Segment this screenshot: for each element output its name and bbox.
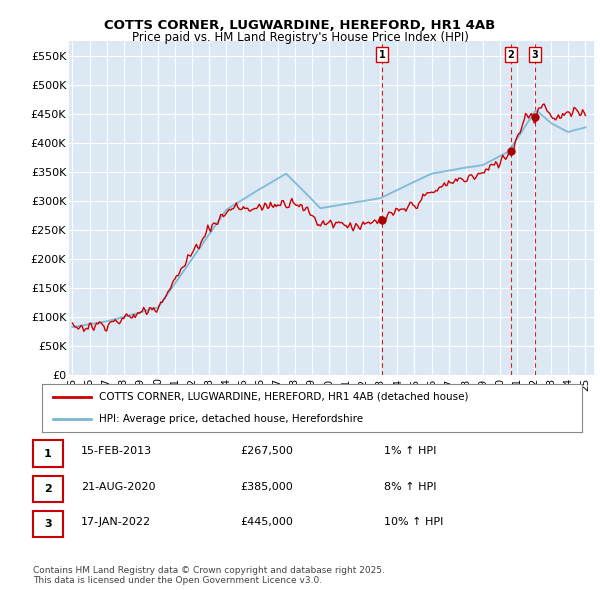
Text: 15-FEB-2013: 15-FEB-2013 <box>81 446 152 456</box>
Text: £445,000: £445,000 <box>240 517 293 527</box>
Text: 17-JAN-2022: 17-JAN-2022 <box>81 517 151 527</box>
Text: £385,000: £385,000 <box>240 481 293 491</box>
Text: 2: 2 <box>508 50 514 60</box>
Text: 1: 1 <box>44 448 52 458</box>
Text: COTTS CORNER, LUGWARDINE, HEREFORD, HR1 4AB: COTTS CORNER, LUGWARDINE, HEREFORD, HR1 … <box>104 19 496 32</box>
Text: Price paid vs. HM Land Registry's House Price Index (HPI): Price paid vs. HM Land Registry's House … <box>131 31 469 44</box>
Text: 3: 3 <box>532 50 538 60</box>
Text: Contains HM Land Registry data © Crown copyright and database right 2025.
This d: Contains HM Land Registry data © Crown c… <box>33 566 385 585</box>
Text: 3: 3 <box>44 519 52 529</box>
Text: £267,500: £267,500 <box>240 446 293 456</box>
Text: 10% ↑ HPI: 10% ↑ HPI <box>384 517 443 527</box>
Text: COTTS CORNER, LUGWARDINE, HEREFORD, HR1 4AB (detached house): COTTS CORNER, LUGWARDINE, HEREFORD, HR1 … <box>98 392 468 402</box>
Text: 1: 1 <box>379 50 386 60</box>
Text: 21-AUG-2020: 21-AUG-2020 <box>81 481 155 491</box>
Text: 1% ↑ HPI: 1% ↑ HPI <box>384 446 436 456</box>
Text: 2: 2 <box>44 484 52 494</box>
Text: 8% ↑ HPI: 8% ↑ HPI <box>384 481 437 491</box>
Text: HPI: Average price, detached house, Herefordshire: HPI: Average price, detached house, Here… <box>98 414 363 424</box>
